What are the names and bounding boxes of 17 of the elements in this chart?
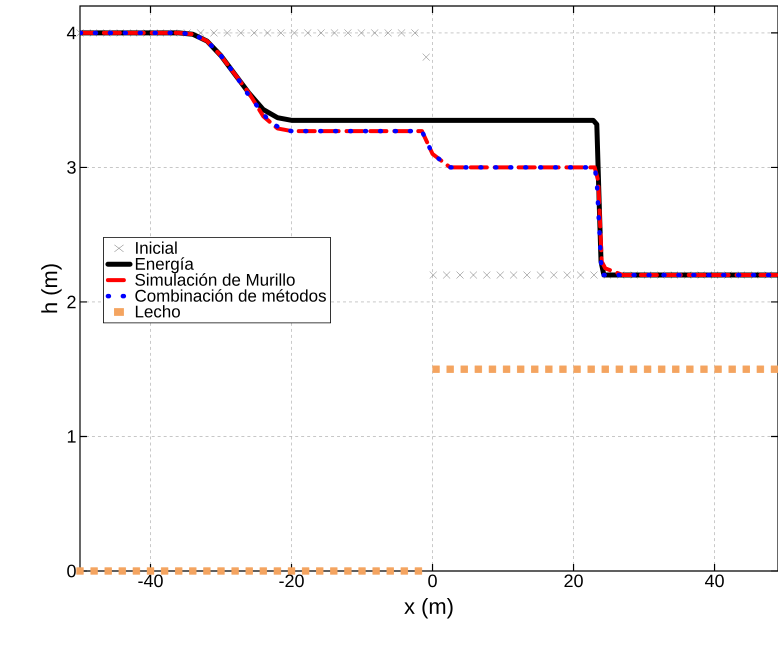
- x-tick-label: 20: [564, 574, 583, 588]
- y-tick-label: 3: [67, 161, 76, 174]
- y-tick-label: 4: [66, 26, 76, 40]
- legend-label: Lecho: [136, 305, 180, 318]
- x-tick-label: 40: [704, 574, 724, 588]
- x-tick-label: 0: [428, 574, 437, 588]
- y-tick-label: 0: [67, 564, 76, 578]
- legend-label: Combinación de métodos: [135, 289, 326, 302]
- x-tick-label: -20: [279, 574, 304, 588]
- legend-label: Energía: [136, 257, 194, 274]
- x-axis-title: x (m): [404, 598, 453, 618]
- legend-label: Simulación de Murillo: [135, 273, 295, 286]
- y-axis-title: h (m): [41, 264, 62, 313]
- y-tick-label: 1: [68, 430, 76, 443]
- x-tick-label: -40: [138, 574, 163, 588]
- y-tick-label: 2: [67, 296, 76, 308]
- legend-label: Inicial: [136, 241, 177, 254]
